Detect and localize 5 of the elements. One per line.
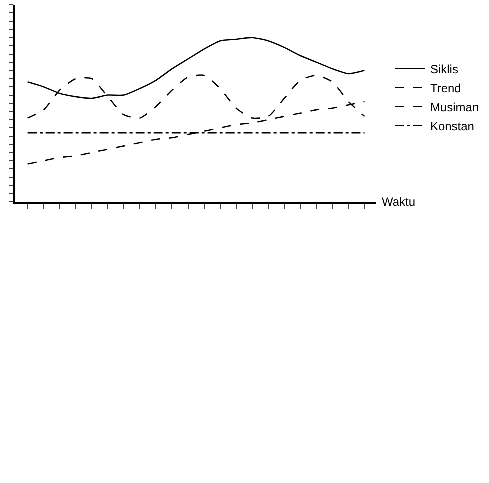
legend-label: Konstan <box>430 119 474 134</box>
legend-label: Trend <box>430 81 462 96</box>
legend-label: Siklis <box>430 62 458 76</box>
x-axis-title: Waktu <box>382 195 416 209</box>
legend-label: Musiman <box>430 100 480 114</box>
